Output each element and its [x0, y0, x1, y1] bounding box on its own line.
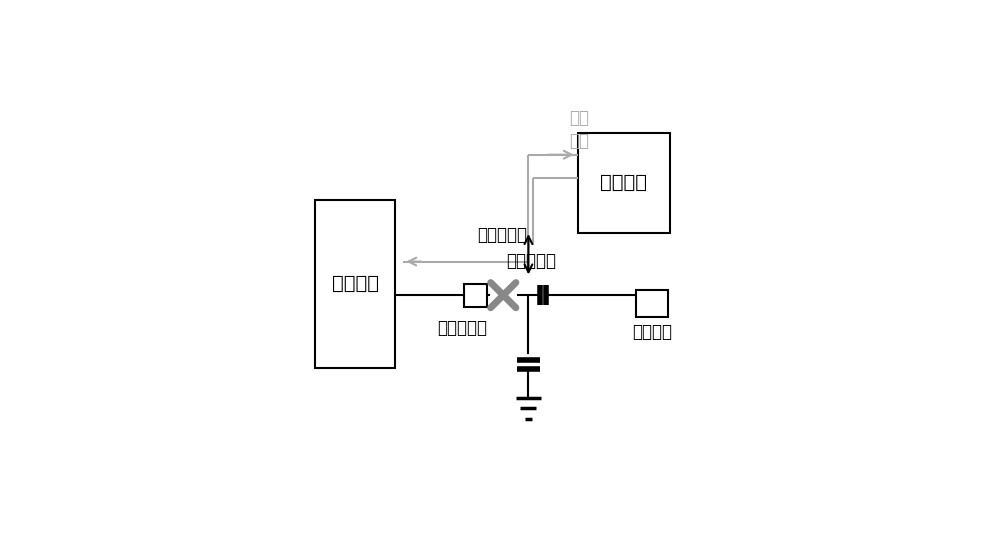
Bar: [464, 283, 487, 307]
Text: 射频测试座: 射频测试座: [437, 319, 487, 337]
Text: 天线单片: 天线单片: [632, 323, 672, 341]
Bar: [315, 199, 395, 367]
Bar: [578, 132, 670, 233]
Text: 发射: 发射: [569, 109, 589, 127]
Text: 射频测探针: 射频测探针: [477, 226, 527, 244]
Text: 射频测线缆: 射频测线缆: [506, 252, 556, 270]
Bar: [636, 290, 668, 317]
Text: 接收: 接收: [569, 132, 589, 150]
Text: 测试仪表: 测试仪表: [600, 173, 647, 192]
Text: 射频芯片: 射频芯片: [332, 274, 379, 293]
